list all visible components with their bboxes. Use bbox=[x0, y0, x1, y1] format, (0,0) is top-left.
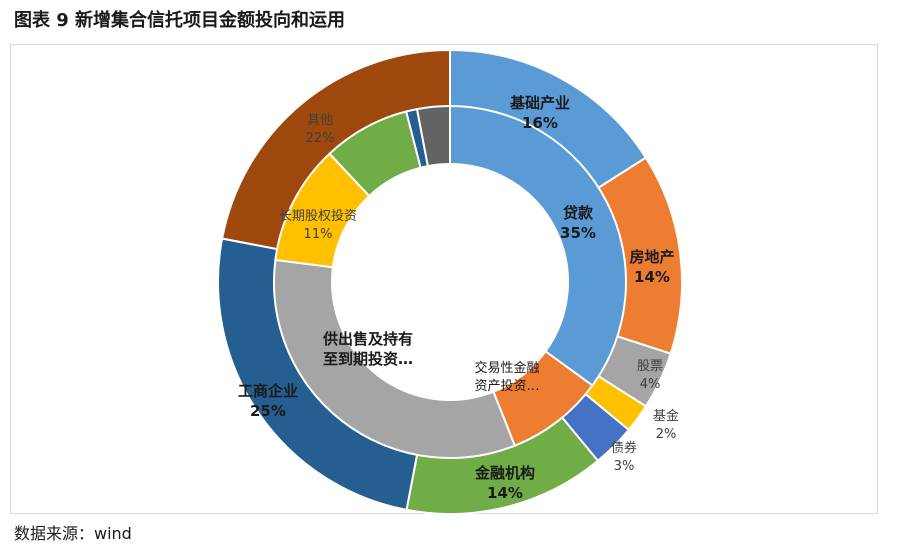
outer-label-1-line-0: 房地产 bbox=[629, 248, 674, 266]
source-note: 数据来源：wind bbox=[14, 524, 132, 543]
outer-label-7-line-0: 其他 bbox=[307, 113, 333, 128]
outer-label-4-line-1: 3% bbox=[614, 459, 635, 474]
outer-label-6-line-0: 工商企业 bbox=[238, 382, 298, 400]
inner-label-3-line-0: 长期股权投资 bbox=[279, 208, 357, 224]
data-labels: 基础产业 16% 房地产 14% 股票 4% 基金 2% 债券 3% 金融机构 14% 工商企业 25% 其… bbox=[238, 94, 679, 502]
inner-label-3: 长期股权投资 11% bbox=[279, 208, 357, 242]
outer-label-0: 基础产业 16% bbox=[509, 94, 570, 132]
inner-label-1-line-0: 交易性金融 bbox=[474, 360, 539, 376]
outer-label-5: 金融机构 14% bbox=[474, 464, 535, 502]
outer-label-2-line-0: 股票 bbox=[637, 359, 663, 374]
inner-label-0-line-0: 贷款 bbox=[563, 204, 594, 222]
outer-label-2-line-1: 4% bbox=[640, 377, 661, 392]
inner-label-2-line-0: 供出售及持有 bbox=[322, 330, 413, 348]
inner-label-1: 交易性金融资产投资… bbox=[474, 360, 539, 394]
inner-label-3-line-1: 11% bbox=[304, 227, 333, 242]
inner-label-0-line-1: 35% bbox=[560, 224, 596, 242]
outer-label-1: 房地产 14% bbox=[629, 248, 674, 286]
inner-label-0: 贷款 35% bbox=[560, 204, 596, 242]
outer-label-3-line-0: 基金 bbox=[653, 408, 679, 424]
outer-label-5-line-0: 金融机构 bbox=[474, 464, 535, 482]
inner-ring bbox=[273, 104, 627, 459]
outer-label-7: 其他 22% bbox=[306, 113, 335, 146]
inner-label-2: 供出售及持有至到期投资… bbox=[322, 330, 413, 368]
inner-label-1-line-1: 资产投资… bbox=[474, 378, 539, 394]
outer-label-6-line-1: 25% bbox=[250, 402, 286, 420]
inner-slice-0 bbox=[449, 104, 627, 387]
outer-label-0-line-1: 16% bbox=[522, 114, 558, 132]
inner-label-2-line-1: 至到期投资… bbox=[323, 350, 413, 368]
outer-label-2: 股票 4% bbox=[637, 359, 663, 392]
outer-label-4: 债券 3% bbox=[611, 440, 637, 474]
outer-label-1-line-1: 14% bbox=[634, 268, 670, 286]
outer-label-0-line-0: 基础产业 bbox=[509, 94, 570, 112]
outer-label-5-line-1: 14% bbox=[487, 484, 523, 502]
inner-slice-2 bbox=[273, 258, 517, 459]
outer-label-7-line-1: 22% bbox=[306, 131, 335, 146]
page-title: 图表 9 新增集合信托项目金额投向和运用 bbox=[14, 10, 346, 31]
inner-slice-6 bbox=[415, 104, 451, 168]
outer-label-3: 基金 2% bbox=[653, 408, 679, 442]
outer-label-6: 工商企业 25% bbox=[238, 382, 298, 420]
outer-label-3-line-1: 2% bbox=[656, 427, 677, 442]
outer-label-4-line-0: 债券 bbox=[611, 440, 637, 456]
